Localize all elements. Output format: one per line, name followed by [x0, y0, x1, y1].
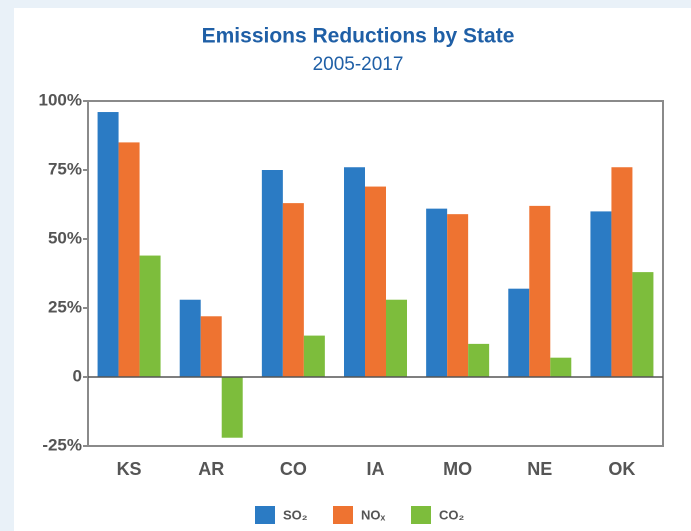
bar — [611, 167, 633, 377]
bar — [365, 186, 386, 377]
legend-label: NOₓ — [361, 507, 386, 522]
bar — [632, 272, 654, 377]
bar — [118, 142, 140, 377]
bar — [426, 208, 448, 377]
bar — [139, 255, 161, 377]
x-tick-label: NE — [527, 459, 552, 479]
bar — [550, 357, 572, 377]
bar — [386, 299, 407, 377]
bar — [261, 170, 283, 377]
y-tick-label: 25% — [48, 297, 82, 316]
x-tick-label: KS — [117, 459, 142, 479]
bar — [344, 167, 365, 377]
bar — [221, 377, 243, 438]
y-tick-label: -25% — [42, 435, 82, 454]
legend-swatch — [333, 506, 353, 524]
bar — [97, 112, 119, 377]
y-tick-label: 50% — [48, 228, 82, 247]
x-tick-label: IA — [367, 459, 385, 479]
legend-swatch — [411, 506, 431, 524]
legend-label: CO₂ — [439, 507, 465, 522]
y-tick-label: 0 — [73, 366, 82, 385]
x-tick-label: OK — [608, 459, 635, 479]
chart-title: Emissions Reductions by State — [202, 25, 515, 48]
legend-label: SO₂ — [283, 507, 308, 522]
bar — [468, 343, 490, 377]
bar — [508, 288, 530, 377]
chart-subtitle: 2005-2017 — [313, 54, 404, 75]
bar — [179, 299, 201, 377]
bar — [200, 316, 222, 377]
x-tick-label: AR — [198, 459, 224, 479]
bar — [590, 211, 612, 377]
bar — [282, 203, 304, 377]
x-tick-label: MO — [443, 459, 472, 479]
bar — [303, 335, 325, 377]
legend-swatch — [255, 506, 275, 524]
x-tick-label: CO — [280, 459, 307, 479]
plot-frame — [87, 100, 664, 447]
bar — [529, 205, 551, 377]
y-tick-label: 100% — [39, 90, 82, 109]
y-tick-label: 75% — [48, 159, 82, 178]
bar — [447, 214, 469, 377]
